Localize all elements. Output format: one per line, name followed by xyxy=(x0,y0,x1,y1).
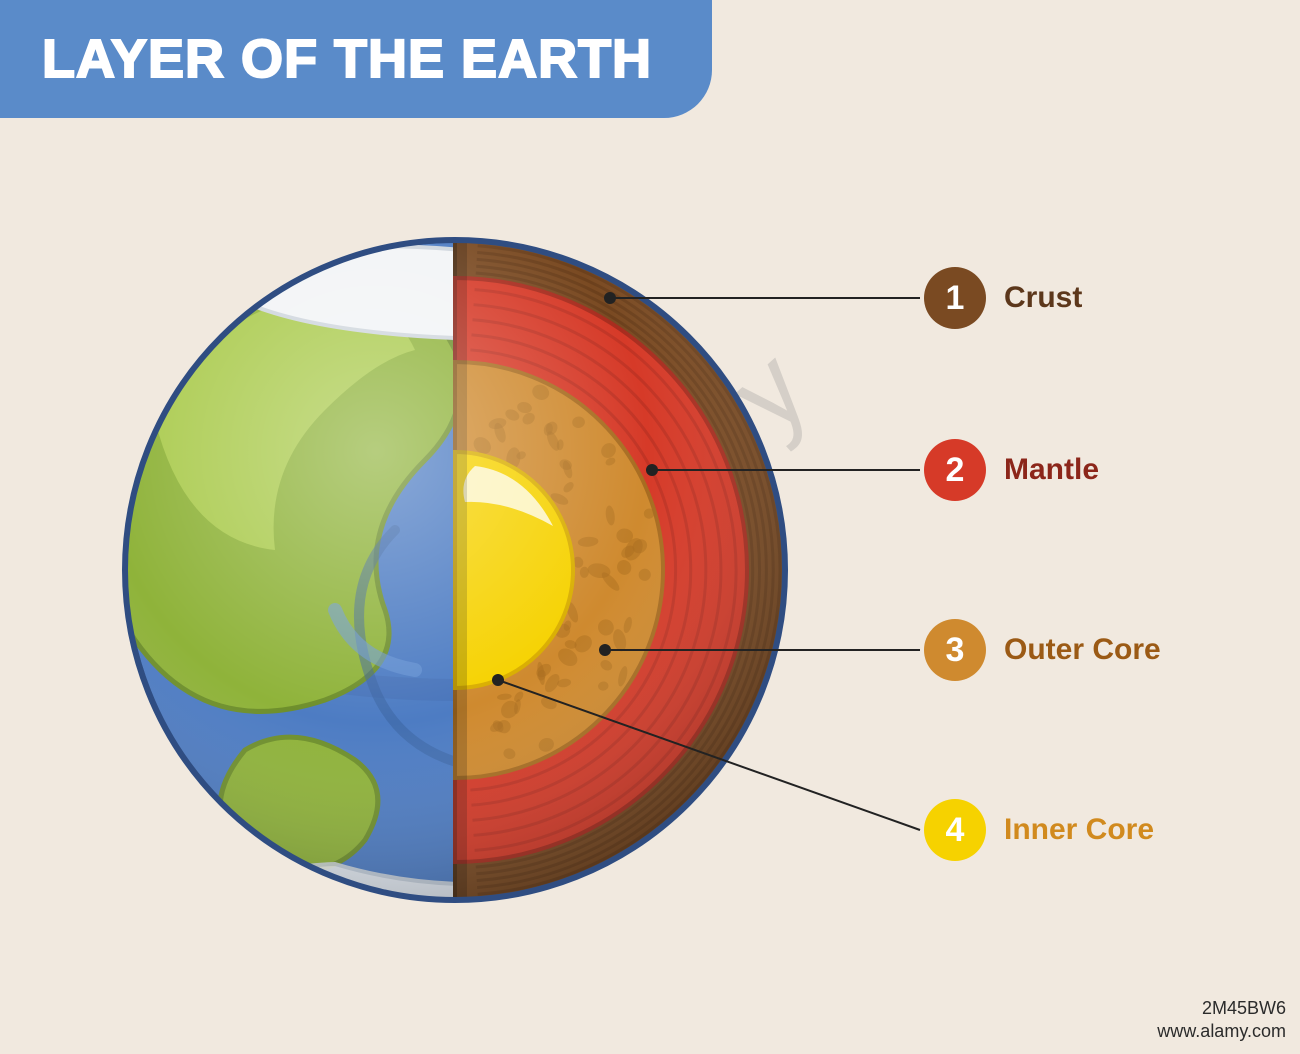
legend-label-crust: Crust xyxy=(1004,281,1082,315)
legend-badge-2: 2 xyxy=(924,439,986,501)
earth-diagram xyxy=(0,0,1300,1054)
legend-item-3: 3 Outer Core xyxy=(924,619,1161,681)
legend-number-3: 3 xyxy=(946,631,965,670)
legend-item-1: 1 Crust xyxy=(924,267,1082,329)
watermark-corner: 2M45BW6 www.alamy.com xyxy=(1157,997,1286,1042)
legend-item-4: 4 Inner Core xyxy=(924,799,1154,861)
legend-badge-4: 4 xyxy=(924,799,986,861)
watermark-id: 2M45BW6 xyxy=(1157,997,1286,1020)
legend-label-mantle: Mantle xyxy=(1004,453,1099,487)
watermark-site: www.alamy.com xyxy=(1157,1020,1286,1043)
legend-number-1: 1 xyxy=(946,279,965,318)
legend-number-2: 2 xyxy=(946,451,965,490)
diagram-canvas: LAYER OF THE EARTH a l a m y 1 Crust 2 M… xyxy=(0,0,1300,1054)
legend-label-outer-core: Outer Core xyxy=(1004,633,1161,667)
legend-badge-1: 1 xyxy=(924,267,986,329)
legend-badge-3: 3 xyxy=(924,619,986,681)
legend-number-4: 4 xyxy=(946,811,965,850)
legend-item-2: 2 Mantle xyxy=(924,439,1099,501)
legend-label-inner-core: Inner Core xyxy=(1004,813,1154,847)
